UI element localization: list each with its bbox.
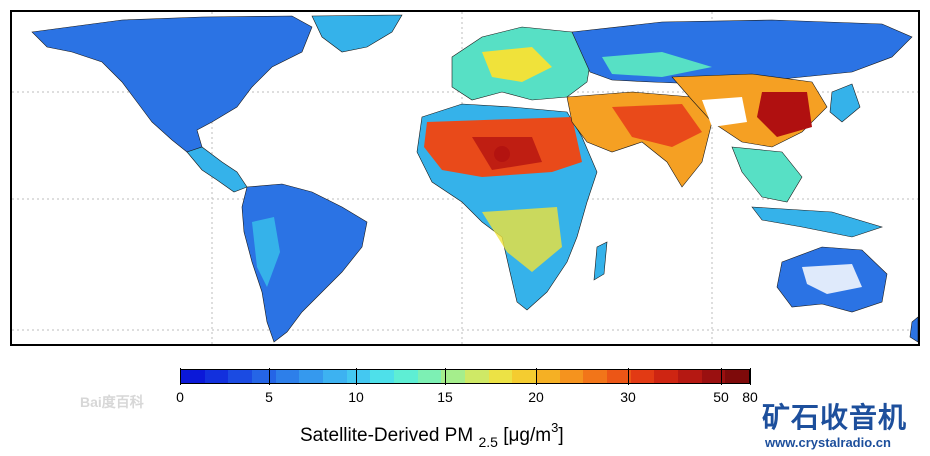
colorbar-segment bbox=[583, 370, 608, 383]
japan bbox=[829, 83, 861, 123]
greenland bbox=[311, 14, 403, 53]
bodele-hotspot bbox=[494, 146, 510, 162]
colorbar-segment bbox=[488, 370, 513, 383]
colorbar-title-main: Satellite-Derived PM bbox=[300, 425, 474, 446]
colorbar-tick-label: 0 bbox=[176, 389, 184, 405]
colorbar-tick-label: 15 bbox=[437, 389, 453, 405]
colorbar-unit-prefix: [μg/m bbox=[503, 425, 552, 446]
colorbar-segment bbox=[204, 370, 229, 383]
colorbar-tick bbox=[536, 368, 537, 385]
colorbar-tick bbox=[356, 368, 357, 385]
colorbar-tick-label: 20 bbox=[528, 389, 544, 405]
china-hotspot bbox=[779, 102, 799, 122]
southeast-asia bbox=[731, 146, 803, 203]
colorbar-unit-suffix: ] bbox=[558, 425, 564, 446]
colorbar-title-sub: 2.5 bbox=[478, 434, 498, 450]
colorbar-segment bbox=[181, 370, 205, 383]
colorbar-tick bbox=[269, 368, 270, 385]
colorbar-tick bbox=[750, 368, 751, 385]
colorbar-segment bbox=[346, 370, 371, 383]
colorbar-tick bbox=[721, 368, 722, 385]
colorbar-tick-label: 10 bbox=[348, 389, 364, 405]
colorbar-tick-label: 30 bbox=[620, 389, 636, 405]
baidu-watermark: Bai度百科 bbox=[80, 394, 144, 410]
colorbar-segment bbox=[536, 370, 560, 383]
india-hotspot bbox=[645, 110, 659, 124]
colorbar-tick-label: 5 bbox=[265, 389, 273, 405]
central-africa bbox=[482, 207, 562, 272]
colorbar-segment bbox=[323, 370, 347, 383]
colorbar-segment bbox=[252, 370, 276, 383]
colorbar-segment bbox=[654, 370, 679, 383]
colorbar-title: Satellite-Derived PM 2.5 [μg/m3] bbox=[300, 420, 564, 450]
pm25-map-canvas bbox=[12, 12, 918, 344]
colorbar-segment bbox=[417, 370, 442, 383]
colorbar-segment bbox=[607, 370, 631, 383]
madagascar bbox=[593, 241, 608, 281]
brand-url: www.crystalradio.cn bbox=[765, 435, 891, 450]
colorbar-segment bbox=[701, 370, 726, 383]
north-america bbox=[31, 15, 313, 153]
colorbar-tick bbox=[445, 368, 446, 385]
colorbar-segment bbox=[465, 370, 489, 383]
colorbar-segment bbox=[441, 370, 466, 383]
colorbar-segment bbox=[512, 370, 537, 383]
central-america bbox=[186, 146, 248, 193]
colorbar-tick bbox=[628, 368, 629, 385]
andes-region bbox=[252, 217, 280, 287]
central-asia-band bbox=[602, 52, 712, 77]
pollution-hotspots bbox=[494, 102, 799, 162]
central-europe bbox=[482, 47, 552, 82]
colorbar-segment bbox=[228, 370, 253, 383]
colorbar-unit-sup: 3 bbox=[551, 420, 559, 435]
colorbar-tick-label: 50 bbox=[713, 389, 729, 405]
brand-watermark: 矿石收音机 bbox=[762, 402, 908, 433]
colorbar-segment bbox=[725, 370, 750, 383]
colorbar-segment bbox=[678, 370, 702, 383]
colorbar-segment bbox=[275, 370, 300, 383]
colorbar-tick-label: 80 bbox=[742, 389, 758, 405]
colorbar-segment bbox=[394, 370, 418, 383]
tibet-plateau bbox=[702, 97, 747, 127]
indo-gangetic-plain bbox=[612, 104, 702, 147]
indonesia bbox=[751, 206, 883, 238]
colorbar-tick bbox=[180, 368, 181, 385]
colorbar bbox=[180, 369, 750, 384]
land-masses bbox=[31, 14, 918, 343]
colorbar-segment bbox=[559, 370, 584, 383]
colorbar-segment bbox=[630, 370, 655, 383]
colorbar-segment bbox=[299, 370, 324, 383]
world-map bbox=[10, 10, 920, 346]
australia-interior bbox=[802, 264, 862, 294]
new-zealand bbox=[909, 316, 918, 343]
colorbar-segment bbox=[370, 370, 395, 383]
